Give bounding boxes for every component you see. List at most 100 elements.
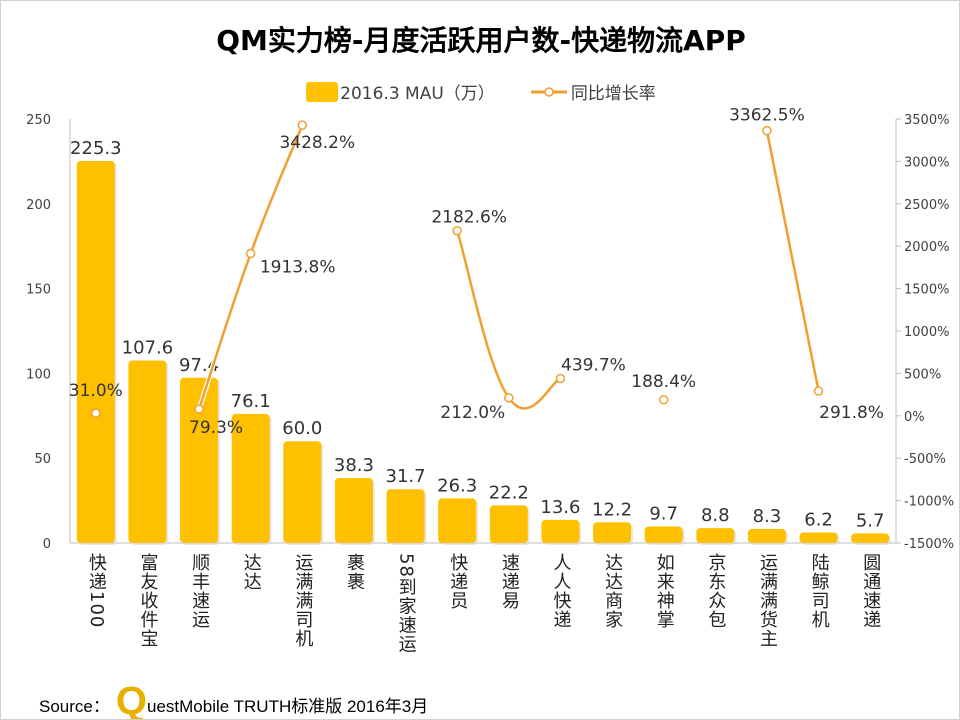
right-tick-label: -500% bbox=[904, 452, 946, 467]
bar-value-label: 9.7 bbox=[649, 504, 678, 525]
legend: 2016.3 MAU（万） 同比增长率 bbox=[1, 79, 959, 104]
category-label: 速递易 bbox=[498, 553, 520, 610]
bar bbox=[696, 528, 735, 543]
legend-item-growth: 同比增长率 bbox=[529, 79, 656, 104]
growth-point bbox=[245, 248, 256, 259]
category-label: 圆通速递 bbox=[860, 553, 882, 629]
growth-point bbox=[504, 393, 514, 403]
category-label: 富友收件宝 bbox=[137, 553, 159, 648]
source-note: Source： Q uestMobile TRUTH标准版 2016年3月 bbox=[39, 679, 429, 720]
bar bbox=[799, 532, 838, 543]
bar-value-label: 22.2 bbox=[489, 482, 529, 503]
right-tick-label: -1500% bbox=[904, 537, 954, 552]
growth-value-label: 3428.2% bbox=[279, 133, 355, 153]
growth-line bbox=[765, 130, 820, 392]
right-tick-label: 2000% bbox=[904, 240, 949, 255]
category-label: 如来神掌 bbox=[653, 553, 675, 629]
bar bbox=[489, 505, 528, 543]
bar bbox=[747, 528, 786, 543]
left-tick-label: 50 bbox=[34, 452, 51, 467]
growth-point bbox=[555, 373, 566, 384]
right-tick-label: 2500% bbox=[904, 198, 949, 213]
bar-value-label: 31.7 bbox=[386, 466, 426, 487]
right-tick-label: 0% bbox=[904, 410, 925, 425]
bar-value-label: 38.3 bbox=[334, 455, 374, 476]
growth-point bbox=[297, 120, 308, 130]
growth-line-halo bbox=[454, 229, 562, 411]
growth-value-label: 291.8% bbox=[819, 403, 884, 423]
bar bbox=[386, 489, 425, 543]
bar-value-label: 26.3 bbox=[437, 475, 477, 496]
growth-point bbox=[658, 395, 669, 405]
growth-value-label: 2182.6% bbox=[431, 208, 507, 228]
category-label: 运满满货主 bbox=[756, 553, 778, 648]
right-tick-label: 500% bbox=[904, 367, 941, 382]
bar-value-label: 107.6 bbox=[122, 338, 174, 359]
chart-title: QM实力榜-月度活跃用户数-快递物流APP bbox=[216, 24, 746, 57]
bar-value-label: 8.8 bbox=[701, 505, 730, 526]
right-tick-label: 3500% bbox=[904, 113, 949, 128]
legend-item-mau: 2016.3 MAU（万） bbox=[306, 79, 495, 104]
growth-value-label: 188.4% bbox=[631, 372, 696, 392]
bar-value-label: 6.2 bbox=[804, 509, 833, 530]
category-label: 快递100 bbox=[85, 553, 107, 629]
right-tick-label: 1500% bbox=[904, 283, 949, 298]
growth-point bbox=[813, 386, 824, 396]
bar-value-label: 12.2 bbox=[592, 499, 632, 520]
bar bbox=[128, 360, 167, 543]
left-tick-label: 0 bbox=[43, 537, 51, 552]
left-tick-label: 150 bbox=[26, 283, 51, 298]
category-label: 顺丰速运 bbox=[189, 553, 211, 629]
bar bbox=[541, 519, 580, 543]
left-tick-label: 200 bbox=[26, 198, 51, 213]
legend-label: 同比增长率 bbox=[570, 84, 656, 104]
category-label: 裹裹 bbox=[343, 553, 365, 591]
legend-swatch-bar bbox=[306, 81, 339, 102]
category-label: 达达商家 bbox=[602, 553, 624, 629]
questmobile-logo: Q bbox=[115, 679, 147, 720]
growth-value-label: 31.0% bbox=[69, 381, 123, 401]
growth-point bbox=[762, 125, 772, 136]
legend-line-marker-icon bbox=[530, 86, 567, 97]
category-label: 人人快递 bbox=[550, 553, 572, 629]
bar-value-label: 8.3 bbox=[753, 506, 782, 527]
left-tick-label: 250 bbox=[26, 113, 51, 128]
bar bbox=[644, 526, 683, 543]
bar bbox=[593, 522, 632, 543]
bar-value-label: 76.1 bbox=[231, 391, 271, 412]
growth-value-label: 3362.5% bbox=[729, 106, 805, 126]
legend-label: 2016.3 MAU（万） bbox=[340, 84, 495, 104]
category-label: 陆鲸司机 bbox=[808, 553, 830, 629]
growth-value-label: 439.7% bbox=[561, 356, 626, 376]
growth-point bbox=[194, 404, 204, 414]
category-label: 运满满司机 bbox=[292, 553, 314, 648]
growth-value-label: 79.3% bbox=[189, 418, 243, 438]
bar-value-label: 5.7 bbox=[856, 510, 885, 531]
growth-line bbox=[455, 230, 562, 410]
bar-value-label: 225.3 bbox=[70, 138, 122, 159]
bar bbox=[180, 377, 219, 543]
category-label: 京东众包 bbox=[705, 553, 727, 629]
growth-point bbox=[91, 408, 101, 418]
category-label: 快递员 bbox=[447, 553, 469, 610]
left-tick-label: 100 bbox=[26, 367, 51, 382]
right-tick-label: 1000% bbox=[904, 325, 949, 340]
growth-value-label: 1913.8% bbox=[260, 258, 336, 278]
bar bbox=[231, 413, 270, 543]
bar-value-label: 60.0 bbox=[282, 418, 322, 439]
bar bbox=[76, 160, 115, 543]
growth-value-label: 212.0% bbox=[440, 403, 505, 423]
right-tick-label: -1000% bbox=[904, 495, 954, 510]
bar bbox=[334, 478, 373, 543]
bar-value-label: 13.6 bbox=[540, 497, 580, 518]
bar bbox=[438, 498, 477, 543]
category-label: 达达 bbox=[240, 553, 262, 591]
bar bbox=[851, 533, 890, 543]
bar bbox=[283, 441, 322, 543]
source-text: uestMobile TRUTH标准版 2016年3月 bbox=[147, 697, 429, 716]
source-prefix: Source： bbox=[39, 697, 110, 716]
growth-point bbox=[452, 225, 462, 236]
category-label: 58到家速运 bbox=[395, 553, 417, 654]
